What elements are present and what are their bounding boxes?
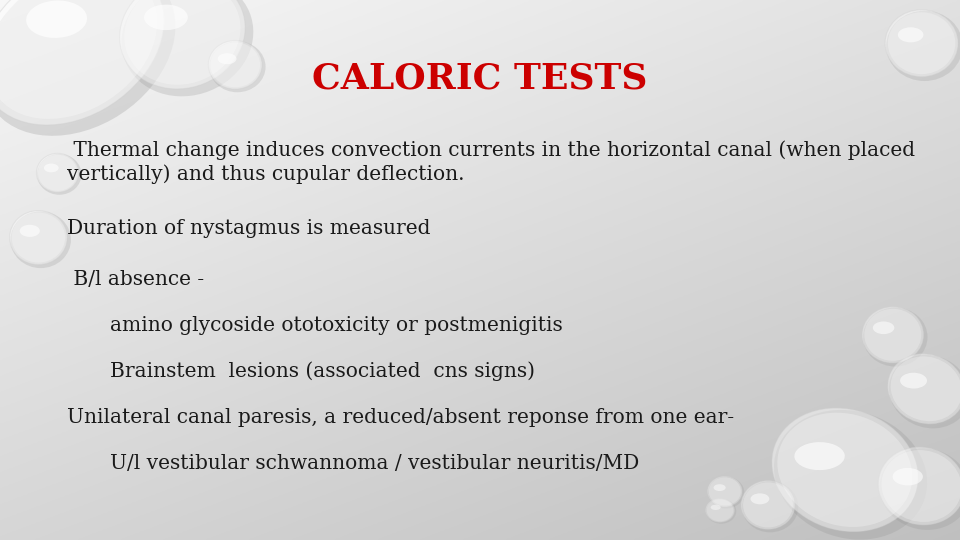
Ellipse shape — [778, 413, 912, 527]
Ellipse shape — [0, 0, 176, 136]
Ellipse shape — [11, 211, 71, 268]
Ellipse shape — [707, 500, 733, 521]
Ellipse shape — [898, 28, 924, 42]
Ellipse shape — [794, 442, 845, 470]
Text: Unilateral canal paresis, a reduced/absent reponse from one ear-: Unilateral canal paresis, a reduced/abse… — [67, 408, 734, 427]
Text: Duration of nystagmus is measured: Duration of nystagmus is measured — [67, 219, 431, 238]
Ellipse shape — [125, 0, 240, 85]
Ellipse shape — [209, 41, 266, 92]
Ellipse shape — [708, 476, 742, 507]
Ellipse shape — [751, 494, 769, 504]
Ellipse shape — [19, 225, 39, 237]
Ellipse shape — [873, 321, 895, 334]
Ellipse shape — [708, 477, 744, 509]
Ellipse shape — [772, 408, 918, 531]
Text: amino glycoside ototoxicity or postmenigitis: amino glycoside ototoxicity or postmenig… — [110, 316, 564, 335]
Ellipse shape — [891, 356, 960, 421]
Ellipse shape — [706, 498, 734, 522]
Ellipse shape — [742, 481, 799, 532]
Ellipse shape — [44, 164, 59, 172]
Text: Brainstem  lesions (associated  cns signs): Brainstem lesions (associated cns signs) — [110, 362, 536, 381]
Ellipse shape — [37, 154, 82, 195]
Ellipse shape — [893, 468, 923, 485]
Ellipse shape — [0, 0, 157, 119]
Ellipse shape — [208, 40, 262, 89]
Ellipse shape — [0, 0, 164, 125]
Ellipse shape — [210, 42, 260, 87]
Ellipse shape — [120, 0, 245, 89]
Ellipse shape — [38, 155, 77, 191]
Ellipse shape — [878, 447, 960, 525]
Ellipse shape — [122, 0, 253, 96]
Text: U/l vestibular schwannoma / vestibular neuritis/MD: U/l vestibular schwannoma / vestibular n… — [110, 454, 639, 472]
Ellipse shape — [889, 355, 960, 428]
Ellipse shape — [886, 11, 960, 81]
Ellipse shape — [710, 505, 721, 510]
Ellipse shape — [881, 450, 960, 522]
Ellipse shape — [26, 1, 87, 38]
Ellipse shape — [743, 482, 793, 528]
Ellipse shape — [708, 477, 741, 505]
Ellipse shape — [218, 53, 236, 64]
Ellipse shape — [863, 308, 927, 367]
Ellipse shape — [888, 354, 960, 424]
Ellipse shape — [741, 481, 795, 529]
Ellipse shape — [864, 309, 922, 361]
Ellipse shape — [713, 484, 726, 491]
Text: Thermal change induces convection currents in the horizontal canal (when placed
: Thermal change induces convection curren… — [67, 140, 915, 184]
Ellipse shape — [888, 12, 955, 74]
Ellipse shape — [12, 213, 65, 262]
Ellipse shape — [706, 499, 736, 524]
Ellipse shape — [879, 448, 960, 530]
Ellipse shape — [144, 5, 188, 30]
Ellipse shape — [10, 211, 67, 265]
Ellipse shape — [774, 410, 927, 539]
Text: B/l absence -: B/l absence - — [67, 270, 204, 289]
Ellipse shape — [885, 10, 958, 77]
Ellipse shape — [36, 153, 79, 192]
Text: CALORIC TESTS: CALORIC TESTS — [312, 62, 648, 95]
Ellipse shape — [862, 307, 924, 363]
Ellipse shape — [900, 373, 927, 388]
